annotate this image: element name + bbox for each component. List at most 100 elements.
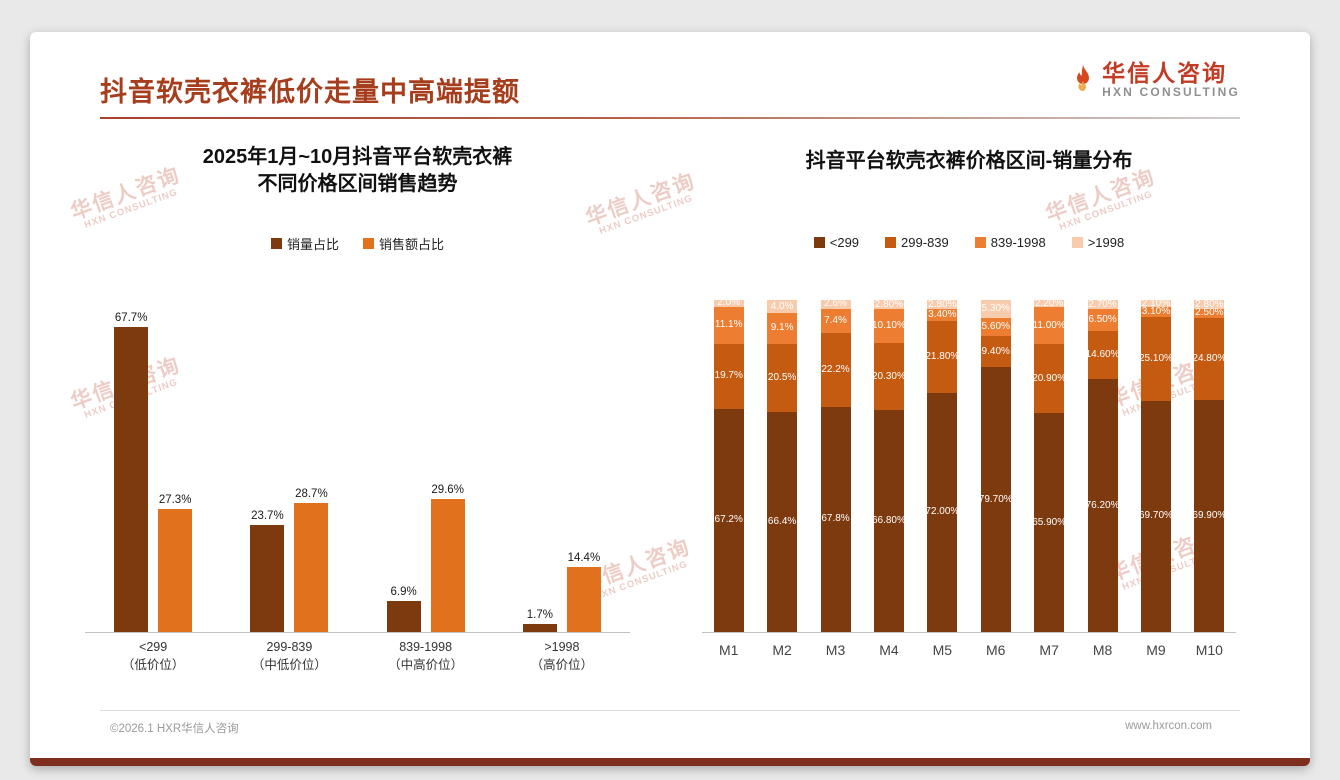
category-label: >1998 （高价位） <box>494 638 630 674</box>
bar-group: 23.7% 28.7% <box>221 300 357 632</box>
category-tier: （中低价位） <box>251 658 327 673</box>
page-title: 抖音软壳衣裤低价走量中高端提额 <box>100 77 520 107</box>
month-label: M6 <box>986 642 1006 658</box>
bar <box>386 600 421 632</box>
bar-wrapper: 28.7% <box>294 488 329 632</box>
watermark-subtext: HXN CONSULTING <box>597 192 695 238</box>
stacked-bar: 2.20% 11.00% 20.90% 65.90% <box>1032 298 1067 632</box>
stacked-bar: 5.30% 5.60% 9.40% 79.70% <box>979 300 1013 632</box>
legend-item: <299 <box>813 235 859 250</box>
stacked-bar-column: 2.10% 3.10% 25.10% 69.70% <box>1129 298 1182 632</box>
footer-divider <box>100 710 1240 711</box>
bar-segment: 2.0% <box>713 297 744 309</box>
bar-wrapper: 14.4% <box>566 552 601 632</box>
segment-value-label: 2.0% <box>717 297 741 309</box>
bar <box>566 567 601 632</box>
slide-bottom-accent-bar <box>30 758 1310 766</box>
bar-segment: 20.30% <box>872 342 906 411</box>
bar-value-label: 14.4% <box>567 552 601 565</box>
bar-segment: 24.80% <box>1192 317 1227 400</box>
legend-swatch <box>1071 237 1083 248</box>
bar-segment: 66.80% <box>872 410 906 632</box>
segment-value-label: 5.60% <box>981 320 1010 332</box>
month-label: M2 <box>772 642 792 658</box>
flame-icon <box>1071 64 1095 97</box>
segment-value-label: 6.50% <box>1088 313 1117 325</box>
bar-value-label: 29.6% <box>431 483 464 496</box>
bar-segment: 9.1% <box>767 313 798 344</box>
bar-group: 67.7% 27.3% <box>85 300 221 632</box>
segment-value-label: 69.90% <box>1192 509 1227 521</box>
company-logo: 华信人咨询 HXN CONSULTING <box>1071 60 1240 100</box>
category-label: 299-839 （中低价位） <box>221 638 357 674</box>
bar-group: 1.7% 14.4% <box>494 300 630 632</box>
bar-segment: 79.70% <box>979 367 1013 632</box>
watermark-subtext: HXN CONSULTING <box>1057 188 1155 234</box>
bar-value-label: 6.9% <box>390 585 417 598</box>
bar-wrapper: 1.7% <box>522 609 557 632</box>
stacked-bar: 2.80% 3.40% 21.80% 72.00% <box>925 298 959 632</box>
bar-segment: 10.10% <box>872 309 906 343</box>
bar-segment: 2.70% <box>1087 299 1118 309</box>
bar-segment: 4.0% <box>767 300 798 314</box>
left-xlabels: <299 （低价位） 299-839 （中低价位） 839-1998 （中高价位） >199… <box>85 638 630 674</box>
segment-value-label: 66.4% <box>767 515 797 527</box>
header-divider <box>100 117 1240 119</box>
segment-value-label: 25.10% <box>1139 352 1173 364</box>
bar-segment: 69.90% <box>1192 399 1227 632</box>
bar-segment: 2.80% <box>873 299 904 310</box>
bar-segment: 3.10% <box>1140 307 1171 318</box>
bar-segment: 21.80% <box>925 320 959 393</box>
bar-segment: 22.2% <box>820 333 851 407</box>
logo-text: 华信人咨询 HXN CONSULTING <box>1102 60 1240 100</box>
segment-value-label: 20.5% <box>767 371 797 383</box>
segment-value-label: 20.90% <box>1032 372 1067 384</box>
bar-value-label: 23.7% <box>251 510 284 523</box>
segment-value-label: 11.00% <box>1032 319 1066 331</box>
stacked-bar-column: 4.0% 9.1% 20.5% 66.4% <box>755 300 808 632</box>
legend-swatch <box>363 238 374 249</box>
bar-segment: 2.80% <box>1194 299 1225 310</box>
right-chart-title: 抖音平台软壳衣裤价格区间-销量分布 <box>702 148 1236 175</box>
legend-item: 299-839 <box>885 235 949 250</box>
segment-value-label: 11.1% <box>714 319 743 331</box>
legend-swatch <box>885 237 897 248</box>
bar-segment: 2.20% <box>1034 298 1065 308</box>
bar <box>250 525 285 632</box>
legend-label: >1998 <box>1087 235 1125 250</box>
bar-segment: 3.40% <box>927 308 958 321</box>
stacked-bar-column: 2.6% 7.4% 22.2% 67.8% <box>809 299 862 632</box>
legend-label: 销量占比 <box>286 237 339 252</box>
month-label: M4 <box>879 642 899 658</box>
segment-value-label: 9.40% <box>981 345 1010 357</box>
segment-value-label: 24.80% <box>1192 352 1227 364</box>
bar-value-label: 27.3% <box>158 494 192 507</box>
segment-value-label: 3.40% <box>928 308 957 320</box>
stacked-bar: 2.80% 10.10% 20.30% 66.80% <box>872 299 906 632</box>
month-label: M3 <box>825 642 846 658</box>
stacked-bar: 4.0% 9.1% 20.5% 66.4% <box>767 300 798 632</box>
left-chart-title: 2025年1月~10月抖音平台软壳衣裤 不同价格区间销售趋势 <box>85 144 630 198</box>
stacked-bar-column: 2.80% 3.40% 21.80% 72.00% <box>916 298 969 632</box>
segment-value-label: 67.8% <box>821 513 850 525</box>
stacked-bar-column: 2.70% 6.50% 14.60% 76.20% <box>1076 299 1129 632</box>
stacked-bar-column: 2.80% 10.10% 20.30% 66.80% <box>862 299 915 632</box>
stacked-bar: 2.6% 7.4% 22.2% 67.8% <box>820 299 851 632</box>
segment-value-label: 7.4% <box>824 314 847 326</box>
bar-segment: 11.00% <box>1032 307 1066 344</box>
legend-item: 839-1998 <box>974 235 1046 250</box>
month-label: M1 <box>718 642 739 658</box>
bar-segment: 69.70% <box>1139 400 1173 632</box>
segment-value-label: 2.80% <box>928 298 957 310</box>
bar <box>294 502 329 632</box>
stacked-bar: 2.70% 6.50% 14.60% 76.20% <box>1086 299 1120 632</box>
category-range: 299-839 <box>266 640 313 654</box>
bar-segment: 25.10% <box>1139 317 1173 401</box>
bar-segment: 72.00% <box>925 392 959 632</box>
bar <box>522 624 557 632</box>
bar-segment: 19.7% <box>713 343 744 409</box>
segment-value-label: 4.0% <box>770 300 794 312</box>
bar-segment: 2.50% <box>1194 308 1225 318</box>
bar <box>158 509 193 632</box>
